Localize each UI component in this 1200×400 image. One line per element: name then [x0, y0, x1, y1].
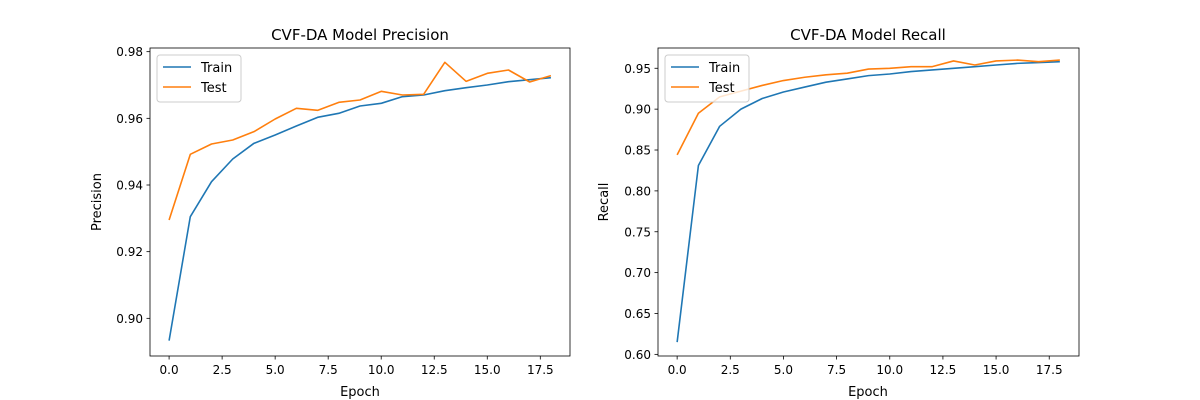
precision-y-tick-label: 0.96 [116, 112, 143, 126]
precision-x-tick-label: 17.5 [527, 363, 554, 377]
precision-legend-test-label: Test [200, 81, 227, 96]
recall-x-axis-label: Epoch [848, 385, 888, 400]
recall-chart-title: CVF-DA Model Recall [790, 26, 946, 44]
precision-x-tick-label: 15.0 [474, 363, 501, 377]
precision-x-tick-label: 0.0 [160, 363, 179, 377]
recall-legend-train-label: Train [708, 61, 740, 76]
recall-x-tick-label: 15.0 [983, 363, 1010, 377]
precision-x-tick-label: 12.5 [421, 363, 448, 377]
precision-chart-title: CVF-DA Model Precision [271, 26, 449, 44]
precision-x-tick-label: 5.0 [266, 363, 285, 377]
precision-chart: CVF-DA Model Precision 0.0 2.5 5.0 7.5 10.0 1… [90, 26, 571, 400]
recall-y-tick-label: 0.60 [624, 348, 651, 362]
precision-chart-lines [168, 61, 552, 341]
recall-y-tick-label: 0.80 [624, 184, 651, 198]
recall-chart-ticks: 0.0 2.5 5.0 7.5 10.0 12.5 15.0 17.5 0.60 0.65 0.70… [624, 62, 1062, 377]
precision-train-line [168, 76, 551, 341]
recall-y-tick-label: 0.95 [624, 62, 651, 76]
precision-y-axis-label: Precision [90, 173, 105, 231]
precision-test-line [168, 61, 552, 221]
precision-x-tick-label: 2.5 [213, 363, 232, 377]
precision-legend-train-label: Train [200, 61, 232, 76]
recall-train-line [676, 60, 1060, 343]
precision-y-tick-label: 0.94 [116, 179, 143, 193]
precision-x-axis-label: Epoch [340, 385, 380, 400]
precision-legend: Train Test [156, 54, 242, 103]
recall-y-tick-label: 0.65 [624, 307, 651, 321]
precision-y-tick-label: 0.92 [116, 245, 143, 259]
recall-legend: Train Test [664, 54, 750, 103]
recall-x-tick-label: 0.0 [668, 363, 687, 377]
recall-chart-frame [657, 47, 1080, 357]
precision-x-tick-label: 7.5 [319, 363, 338, 377]
recall-x-tick-label: 17.5 [1036, 363, 1063, 377]
recall-x-tick-label: 5.0 [774, 363, 793, 377]
precision-x-tick-label: 10.0 [368, 363, 395, 377]
recall-x-tick-label: 7.5 [827, 363, 846, 377]
precision-y-tick-label: 0.90 [116, 312, 143, 326]
recall-chart: CVF-DA Model Recall 0.0 2.5 5.0 7.5 10.0 12.5… [597, 26, 1080, 400]
recall-x-tick-label: 12.5 [930, 363, 957, 377]
recall-y-tick-label: 0.85 [624, 144, 651, 158]
precision-chart-ticks: 0.0 2.5 5.0 7.5 10.0 12.5 15.0 17.5 0.90 0.92 0.94… [116, 45, 553, 377]
recall-x-tick-label: 2.5 [721, 363, 740, 377]
recall-y-tick-label: 0.75 [624, 225, 651, 239]
recall-y-tick-label: 0.70 [624, 266, 651, 280]
recall-legend-test-label: Test [708, 81, 735, 96]
precision-y-tick-label: 0.98 [116, 45, 143, 59]
precision-chart-frame [149, 47, 571, 357]
recall-x-tick-label: 10.0 [876, 363, 903, 377]
recall-y-tick-label: 0.90 [624, 103, 651, 117]
recall-y-axis-label: Recall [597, 183, 612, 222]
